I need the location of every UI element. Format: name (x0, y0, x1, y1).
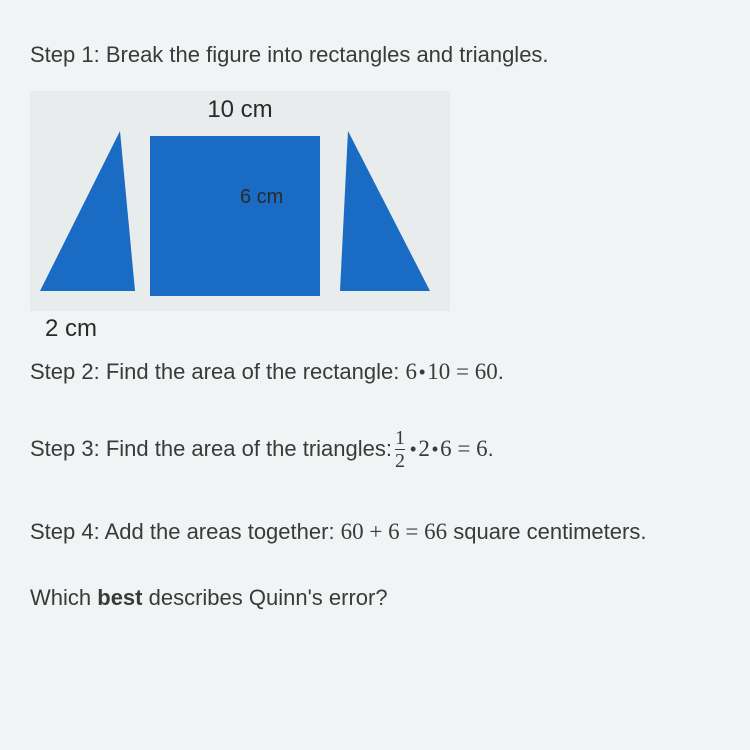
dot-icon: • (419, 362, 425, 382)
figure-container: 10 cm 6 cm 2 cm (30, 91, 450, 311)
step3-suffix: . (488, 434, 494, 465)
step3-prefix: Step 3: Find the area of the triangles: (30, 434, 392, 465)
step3-math-right: 6 = 6 (440, 433, 487, 465)
fraction: 1 2 (395, 428, 405, 471)
step2-math-left: 6 (405, 359, 417, 384)
step2-text: Step 2: Find the area of the rectangle: … (30, 356, 720, 388)
question-text: Which best describes Quinn's error? (30, 583, 720, 614)
step2-suffix: . (498, 359, 504, 384)
step2-prefix: Step 2: Find the area of the rectangle: (30, 359, 405, 384)
step2-math-right: 10 = 60 (427, 359, 497, 384)
step1-text: Step 1: Break the figure into rectangles… (30, 40, 720, 71)
fraction-denominator: 2 (395, 449, 405, 471)
step4-math: 60 + 6 = 66 (341, 519, 447, 544)
dot-icon: • (410, 437, 416, 462)
step4-prefix: Step 4: Add the areas together: (30, 519, 341, 544)
dot-icon: • (432, 437, 438, 462)
rectangle-shape (150, 136, 320, 296)
question-bold: best (97, 585, 142, 610)
step3-text: Step 3: Find the area of the triangles: … (30, 428, 720, 471)
label-top: 10 cm (207, 96, 272, 124)
triangle-right (340, 131, 435, 296)
step3-math-mid: 2 (418, 433, 430, 465)
fraction-numerator: 1 (395, 428, 405, 449)
triangle-left (40, 131, 140, 296)
step4-suffix: square centimeters. (447, 519, 646, 544)
label-middle: 6 cm (240, 186, 283, 209)
question-part1: Which (30, 585, 97, 610)
question-part2: describes Quinn's error? (143, 585, 388, 610)
label-bottom: 2 cm (45, 315, 97, 343)
step4-text: Step 4: Add the areas together: 60 + 6 =… (30, 516, 720, 548)
